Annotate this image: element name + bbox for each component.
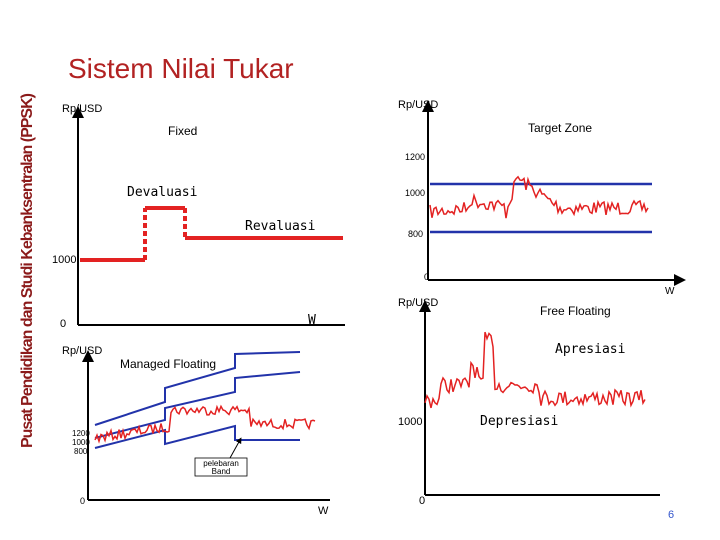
- band-line: [94, 351, 301, 426]
- level-label: 1000: [398, 416, 422, 428]
- level-label: 800: [74, 447, 88, 456]
- note: Depresiasi: [480, 414, 558, 429]
- level-label: 800: [408, 229, 423, 239]
- rate-line: [429, 175, 649, 219]
- origin-label: 0: [60, 318, 66, 330]
- note: Revaluasi: [245, 219, 315, 234]
- sidebar: Pusat Pendidikan dan Studi Kebanksentral…: [19, 93, 36, 448]
- note-box: [194, 457, 248, 477]
- panel-label: Target Zone: [528, 121, 592, 135]
- level-label: 1200: [72, 429, 90, 438]
- note: pelebaran: [203, 459, 239, 468]
- title: Sistem Nilai Tukar: [68, 53, 294, 84]
- note: Band: [212, 467, 231, 476]
- y-axis-label: Rp/USD: [62, 103, 102, 115]
- rate-line: [94, 404, 316, 444]
- origin-label: 0: [424, 272, 429, 282]
- level-label: 1000: [52, 254, 76, 266]
- x-axis-label: W: [665, 286, 675, 297]
- origin-label: 0: [80, 496, 85, 506]
- pointer: [229, 437, 242, 459]
- note: Apresiasi: [555, 342, 625, 357]
- level-label: 1000: [72, 438, 90, 447]
- panel-label: Free Floating: [540, 304, 611, 318]
- free-panel: Rp/USD Free Floating Apresiasi Depresias…: [398, 297, 660, 507]
- level-label: 1200: [405, 152, 425, 162]
- origin-label: 0: [419, 495, 425, 507]
- level-label: 1000: [405, 188, 425, 198]
- x-axis-label: W: [318, 505, 329, 517]
- panel-label: Fixed: [168, 124, 197, 138]
- x-axis-label: W: [308, 313, 316, 328]
- rate-line: [424, 331, 646, 409]
- band-line: [94, 371, 301, 439]
- panel-label: Managed Floating: [120, 357, 216, 371]
- target-zone-panel: Rp/USD Target Zone 1200 1000 800 0 W: [398, 99, 686, 297]
- managed-panel: Rp/USD Managed Floating 1200 1000 800 pe…: [62, 345, 330, 517]
- page-number: 6: [668, 509, 674, 521]
- fixed-panel: Rp/USD Fixed Devaluasi Revaluasi 1000 0 …: [52, 103, 345, 330]
- y-axis-label: Rp/USD: [62, 345, 102, 357]
- y-axis-label: Rp/USD: [398, 297, 438, 309]
- note: Devaluasi: [127, 185, 197, 200]
- y-axis-label: Rp/USD: [398, 99, 438, 111]
